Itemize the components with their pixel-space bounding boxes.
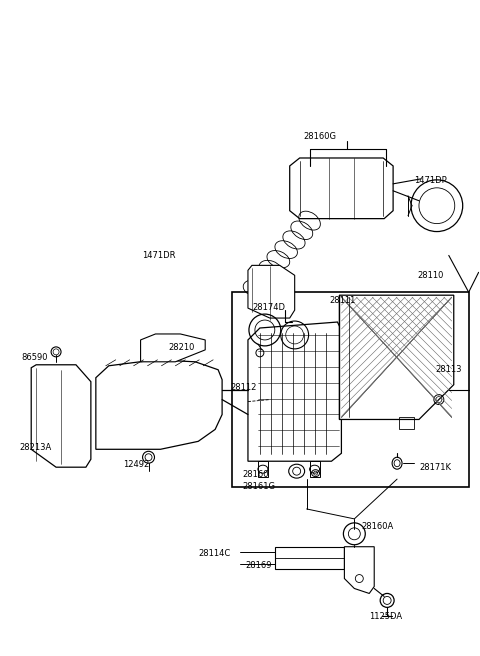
Polygon shape [96, 359, 222, 449]
Polygon shape [339, 295, 454, 419]
Bar [275, 546, 344, 569]
Ellipse shape [288, 464, 305, 478]
Text: 28111: 28111 [329, 296, 356, 304]
Text: 28210: 28210 [168, 343, 195, 352]
Text: 28160G: 28160G [303, 132, 336, 140]
Polygon shape [31, 365, 91, 467]
Text: 28171K: 28171K [419, 462, 451, 472]
Text: 1125DA: 1125DA [369, 612, 402, 621]
Text: 1471DP: 1471DP [414, 176, 447, 186]
Bar [232, 292, 468, 487]
Text: 28114C: 28114C [198, 549, 230, 558]
Text: 28160A: 28160A [361, 522, 394, 531]
Text: 28161G: 28161G [242, 482, 275, 491]
Text: 28110: 28110 [417, 271, 444, 280]
Polygon shape [248, 322, 341, 461]
Polygon shape [344, 546, 374, 594]
Text: 28113: 28113 [436, 365, 462, 375]
Text: 12492: 12492 [123, 460, 149, 468]
Text: 28160: 28160 [242, 470, 268, 479]
Text: 28112: 28112 [230, 383, 256, 392]
Text: 86590: 86590 [21, 354, 48, 362]
Polygon shape [248, 266, 295, 318]
Text: 28169: 28169 [245, 561, 272, 570]
Polygon shape [141, 334, 205, 362]
Text: 1471DR: 1471DR [142, 251, 175, 260]
Text: 28213A: 28213A [19, 443, 51, 452]
Polygon shape [290, 158, 393, 218]
Text: 28174D: 28174D [252, 302, 285, 312]
